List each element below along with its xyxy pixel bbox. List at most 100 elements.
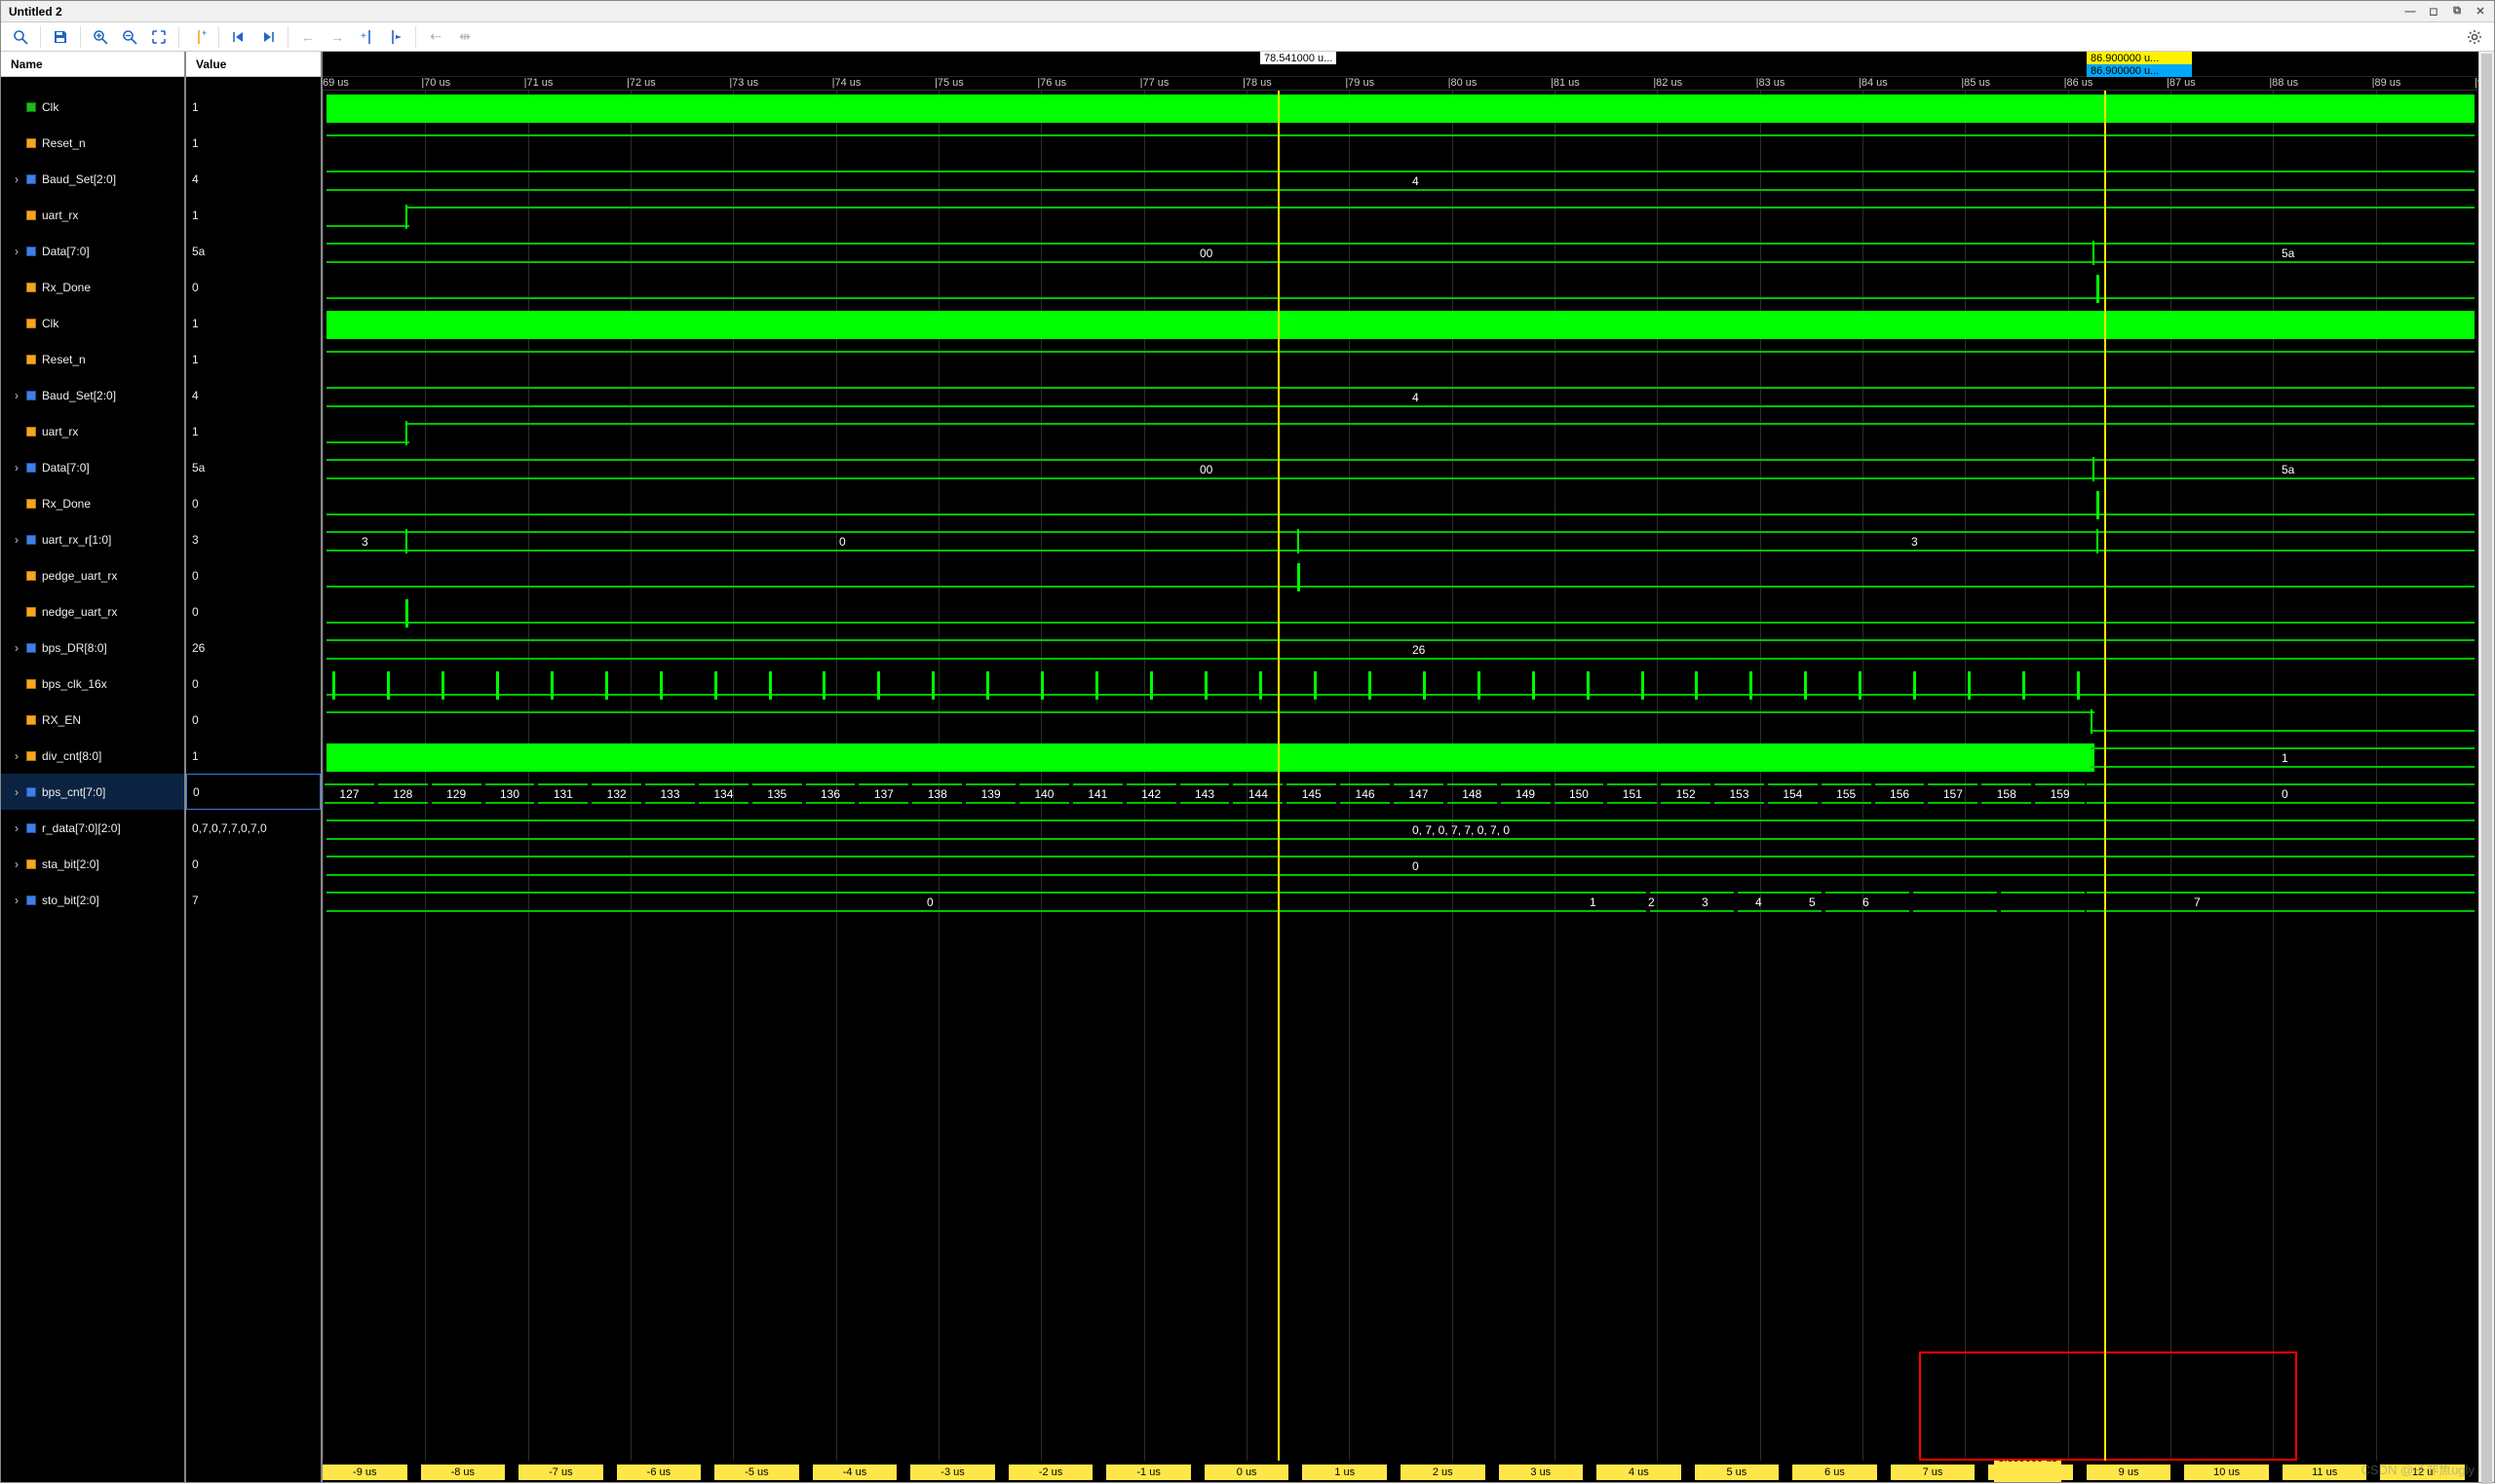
signal-value-bps_clk_16x[interactable]: 0 — [186, 666, 321, 702]
wave-row-Rx_Done[interactable] — [323, 271, 2478, 307]
wave-row-Reset_n[interactable] — [323, 127, 2478, 163]
wave-row-sta_bit[2:0][interactable]: 0 — [323, 848, 2478, 884]
signal-name-sto_bit[2:0][interactable]: ›sto_bit[2:0] — [1, 882, 184, 918]
wave-row-sto_bit[2:0][interactable]: 01234567 — [323, 884, 2478, 920]
wave-area[interactable]: 4 005a 4 005a 303 26 1127128129130131132133134… — [323, 91, 2478, 1461]
signal-value-Clk[interactable]: 1 — [186, 89, 321, 125]
signal-name-bps_cnt[7:0][interactable]: ›bps_cnt[7:0] — [1, 774, 184, 810]
signal-value-uart_rx[interactable]: 1 — [186, 197, 321, 233]
signal-value-uart_rx_r[1:0][interactable]: 3 — [186, 521, 321, 557]
signal-name-uart_rx[interactable]: uart_rx — [1, 413, 184, 449]
cursor-aux-line[interactable] — [2104, 91, 2106, 1461]
edge-prev-icon[interactable]: ⇠ — [422, 24, 449, 50]
cursor-aux-label-2[interactable]: 86.900000 u... — [2087, 64, 2192, 77]
settings-icon[interactable] — [2461, 24, 2488, 50]
signal-name-uart_rx_r[1:0][interactable]: ›uart_rx_r[1:0] — [1, 521, 184, 557]
scrollbar-thumb[interactable] — [2481, 54, 2492, 1484]
signal-value-r_data[7:0][2:0][interactable]: 0,7,0,7,7,0,7,0 — [186, 810, 321, 846]
wave-row-RX_EN[interactable] — [323, 704, 2478, 740]
signal-name-Data[7:0][interactable]: ›Data[7:0] — [1, 449, 184, 485]
wave-row-uart_rx_r[1:0][interactable]: 303 — [323, 523, 2478, 559]
wave-row-Reset_n[interactable] — [323, 343, 2478, 379]
signal-name-bps_DR[8:0][interactable]: ›bps_DR[8:0] — [1, 629, 184, 666]
signal-value-RX_EN[interactable]: 0 — [186, 702, 321, 738]
signal-value-Data[7:0][interactable]: 5a — [186, 233, 321, 269]
bottom-cursor-label[interactable]: 8.359000 us — [1994, 1461, 2061, 1482]
values-header[interactable]: Value — [186, 52, 321, 77]
signal-name-Reset_n[interactable]: Reset_n — [1, 341, 184, 377]
signal-value-bps_DR[8:0][interactable]: 26 — [186, 629, 321, 666]
wave-row-uart_rx[interactable] — [323, 415, 2478, 451]
wave-row-nedge_uart_rx[interactable] — [323, 595, 2478, 631]
step-fwd-icon[interactable]: → — [324, 24, 351, 50]
goto-last-icon[interactable] — [254, 24, 282, 50]
wave-row-Clk[interactable] — [323, 307, 2478, 343]
signal-value-uart_rx[interactable]: 1 — [186, 413, 321, 449]
wave-row-Baud_Set[2:0][interactable]: 4 — [323, 163, 2478, 199]
cursor-aux-label-1[interactable]: 86.900000 u... — [2087, 52, 2192, 64]
step-back-icon[interactable]: ← — [294, 24, 322, 50]
signal-value-Rx_Done[interactable]: 0 — [186, 485, 321, 521]
signal-name-pedge_uart_rx[interactable]: pedge_uart_rx — [1, 557, 184, 593]
wave-row-pedge_uart_rx[interactable] — [323, 559, 2478, 595]
wave-row-bps_clk_16x[interactable] — [323, 667, 2478, 704]
save-icon[interactable] — [47, 24, 74, 50]
minimize-icon[interactable]: — — [2400, 3, 2420, 20]
signal-value-nedge_uart_rx[interactable]: 0 — [186, 593, 321, 629]
signal-name-Rx_Done[interactable]: Rx_Done — [1, 485, 184, 521]
wave-row-Data[7:0][interactable]: 005a — [323, 235, 2478, 271]
signal-name-div_cnt[8:0][interactable]: ›div_cnt[8:0] — [1, 738, 184, 774]
signal-value-pedge_uart_rx[interactable]: 0 — [186, 557, 321, 593]
span-icon[interactable]: ⇹ — [451, 24, 479, 50]
cursor-main-line[interactable] — [1278, 91, 1280, 1461]
signal-value-bps_cnt[7:0][interactable]: 0 — [186, 774, 321, 810]
signal-value-sta_bit[2:0][interactable]: 0 — [186, 846, 321, 882]
signal-name-uart_rx[interactable]: uart_rx — [1, 197, 184, 233]
signal-name-Clk[interactable]: Clk — [1, 305, 184, 341]
signal-value-Data[7:0][interactable]: 5a — [186, 449, 321, 485]
wave-row-Data[7:0][interactable]: 005a — [323, 451, 2478, 487]
signal-value-div_cnt[8:0][interactable]: 1 — [186, 738, 321, 774]
wave-row-Baud_Set[2:0][interactable]: 4 — [323, 379, 2478, 415]
wave-row-Rx_Done[interactable] — [323, 487, 2478, 523]
wave-row-r_data[7:0][2:0][interactable]: 0, 7, 0, 7, 7, 0, 7, 0 — [323, 812, 2478, 848]
signal-name-Clk[interactable]: Clk — [1, 89, 184, 125]
signal-value-Baud_Set[2:0][interactable]: 4 — [186, 161, 321, 197]
signal-value-Clk[interactable]: 1 — [186, 305, 321, 341]
search-icon[interactable] — [7, 24, 34, 50]
wave-row-bps_DR[8:0][interactable]: 26 — [323, 631, 2478, 667]
wave-panel[interactable]: 78.541000 u... 86.900000 u... 86.900000 … — [323, 52, 2478, 1482]
wave-row-bps_cnt[7:0][interactable]: 1271281291301311321331341351361371381391… — [323, 776, 2478, 812]
zoom-out-icon[interactable] — [116, 24, 143, 50]
signal-name-Data[7:0][interactable]: ›Data[7:0] — [1, 233, 184, 269]
add-marker-icon[interactable]: + — [353, 24, 380, 50]
signal-name-RX_EN[interactable]: RX_EN — [1, 702, 184, 738]
cursor-main-label[interactable]: 78.541000 u... — [1260, 52, 1336, 64]
zoom-fit-icon[interactable] — [145, 24, 173, 50]
close-icon[interactable]: ✕ — [2471, 3, 2490, 20]
signal-name-Reset_n[interactable]: Reset_n — [1, 125, 184, 161]
names-header[interactable]: Name — [1, 52, 184, 77]
signal-name-bps_clk_16x[interactable]: bps_clk_16x — [1, 666, 184, 702]
signal-value-Reset_n[interactable]: 1 — [186, 125, 321, 161]
zoom-in-icon[interactable] — [87, 24, 114, 50]
signal-value-sto_bit[2:0][interactable]: 7 — [186, 882, 321, 918]
signal-value-Baud_Set[2:0][interactable]: 4 — [186, 377, 321, 413]
signal-name-r_data[7:0][2:0][interactable]: ›r_data[7:0][2:0] — [1, 810, 184, 846]
signal-value-Reset_n[interactable]: 1 — [186, 341, 321, 377]
signal-name-Baud_Set[2:0][interactable]: ›Baud_Set[2:0] — [1, 377, 184, 413]
signal-name-sta_bit[2:0][interactable]: ›sta_bit[2:0] — [1, 846, 184, 882]
titlebar[interactable]: Untitled 2 — ◻ ⧉ ✕ — [1, 1, 2494, 22]
cursor-add-icon[interactable]: + — [185, 24, 212, 50]
wave-row-div_cnt[8:0][interactable]: 1 — [323, 740, 2478, 776]
signal-value-Rx_Done[interactable]: 0 — [186, 269, 321, 305]
maximize-icon[interactable]: ◻ — [2424, 3, 2443, 20]
signal-name-nedge_uart_rx[interactable]: nedge_uart_rx — [1, 593, 184, 629]
wave-row-uart_rx[interactable] — [323, 199, 2478, 235]
bottom-ruler[interactable]: -9 us-8 us-7 us-6 us-5 us-4 us-3 us-2 us… — [323, 1461, 2478, 1482]
restore-icon[interactable]: ⧉ — [2447, 3, 2467, 20]
marker-goto-icon[interactable] — [382, 24, 409, 50]
wave-row-Clk[interactable] — [323, 91, 2478, 127]
signal-name-Baud_Set[2:0][interactable]: ›Baud_Set[2:0] — [1, 161, 184, 197]
goto-first-icon[interactable] — [225, 24, 252, 50]
